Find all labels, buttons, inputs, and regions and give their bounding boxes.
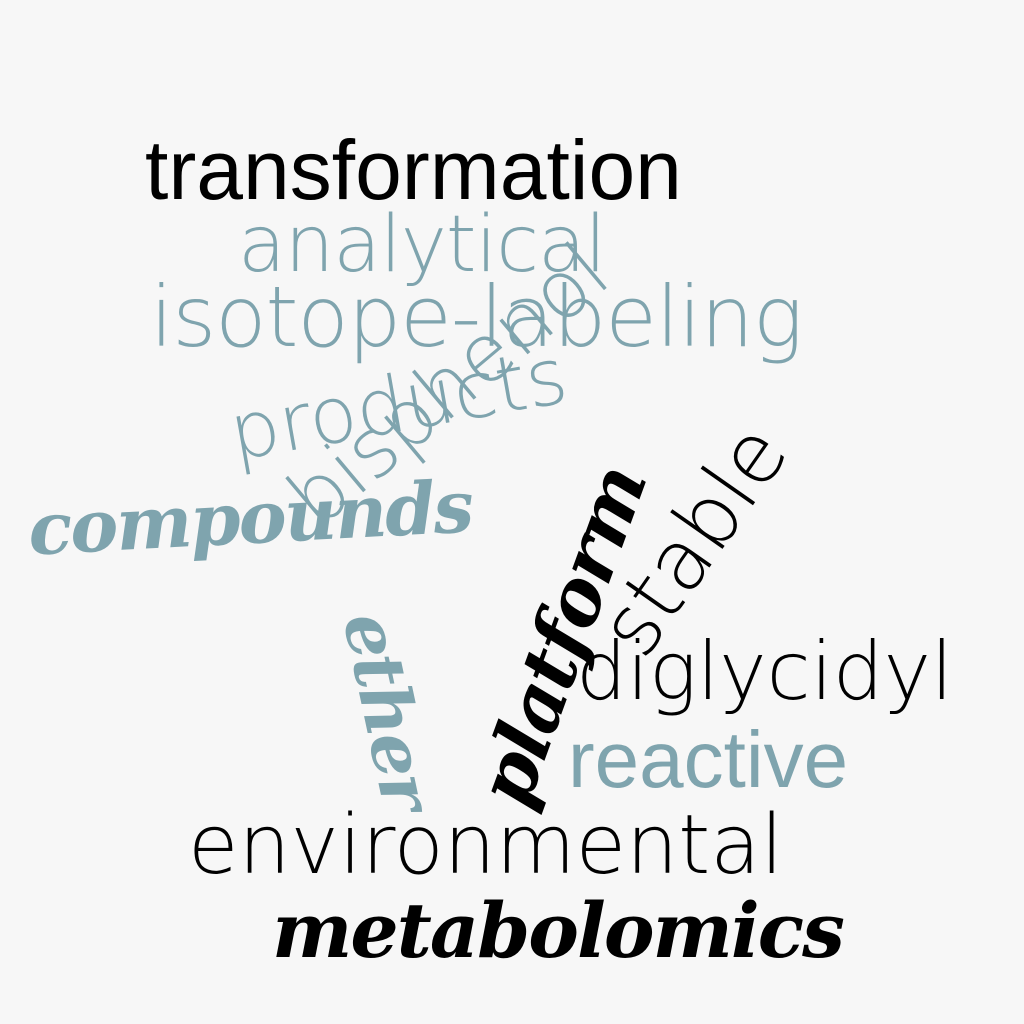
word-compounds: compounds	[26, 463, 474, 572]
word-environmental: environmental	[188, 798, 784, 893]
word-analytical: analytical	[238, 200, 606, 290]
word-ether: ether	[326, 604, 450, 817]
word-transformation: transformation	[145, 123, 682, 217]
word-isotope-labeling: isotope-labeling	[150, 268, 803, 366]
word-reactive: reactive	[568, 715, 849, 804]
word-metabolomics: metabolomics	[272, 886, 845, 975]
word-diglycidyl: diglycidyl	[576, 625, 954, 718]
